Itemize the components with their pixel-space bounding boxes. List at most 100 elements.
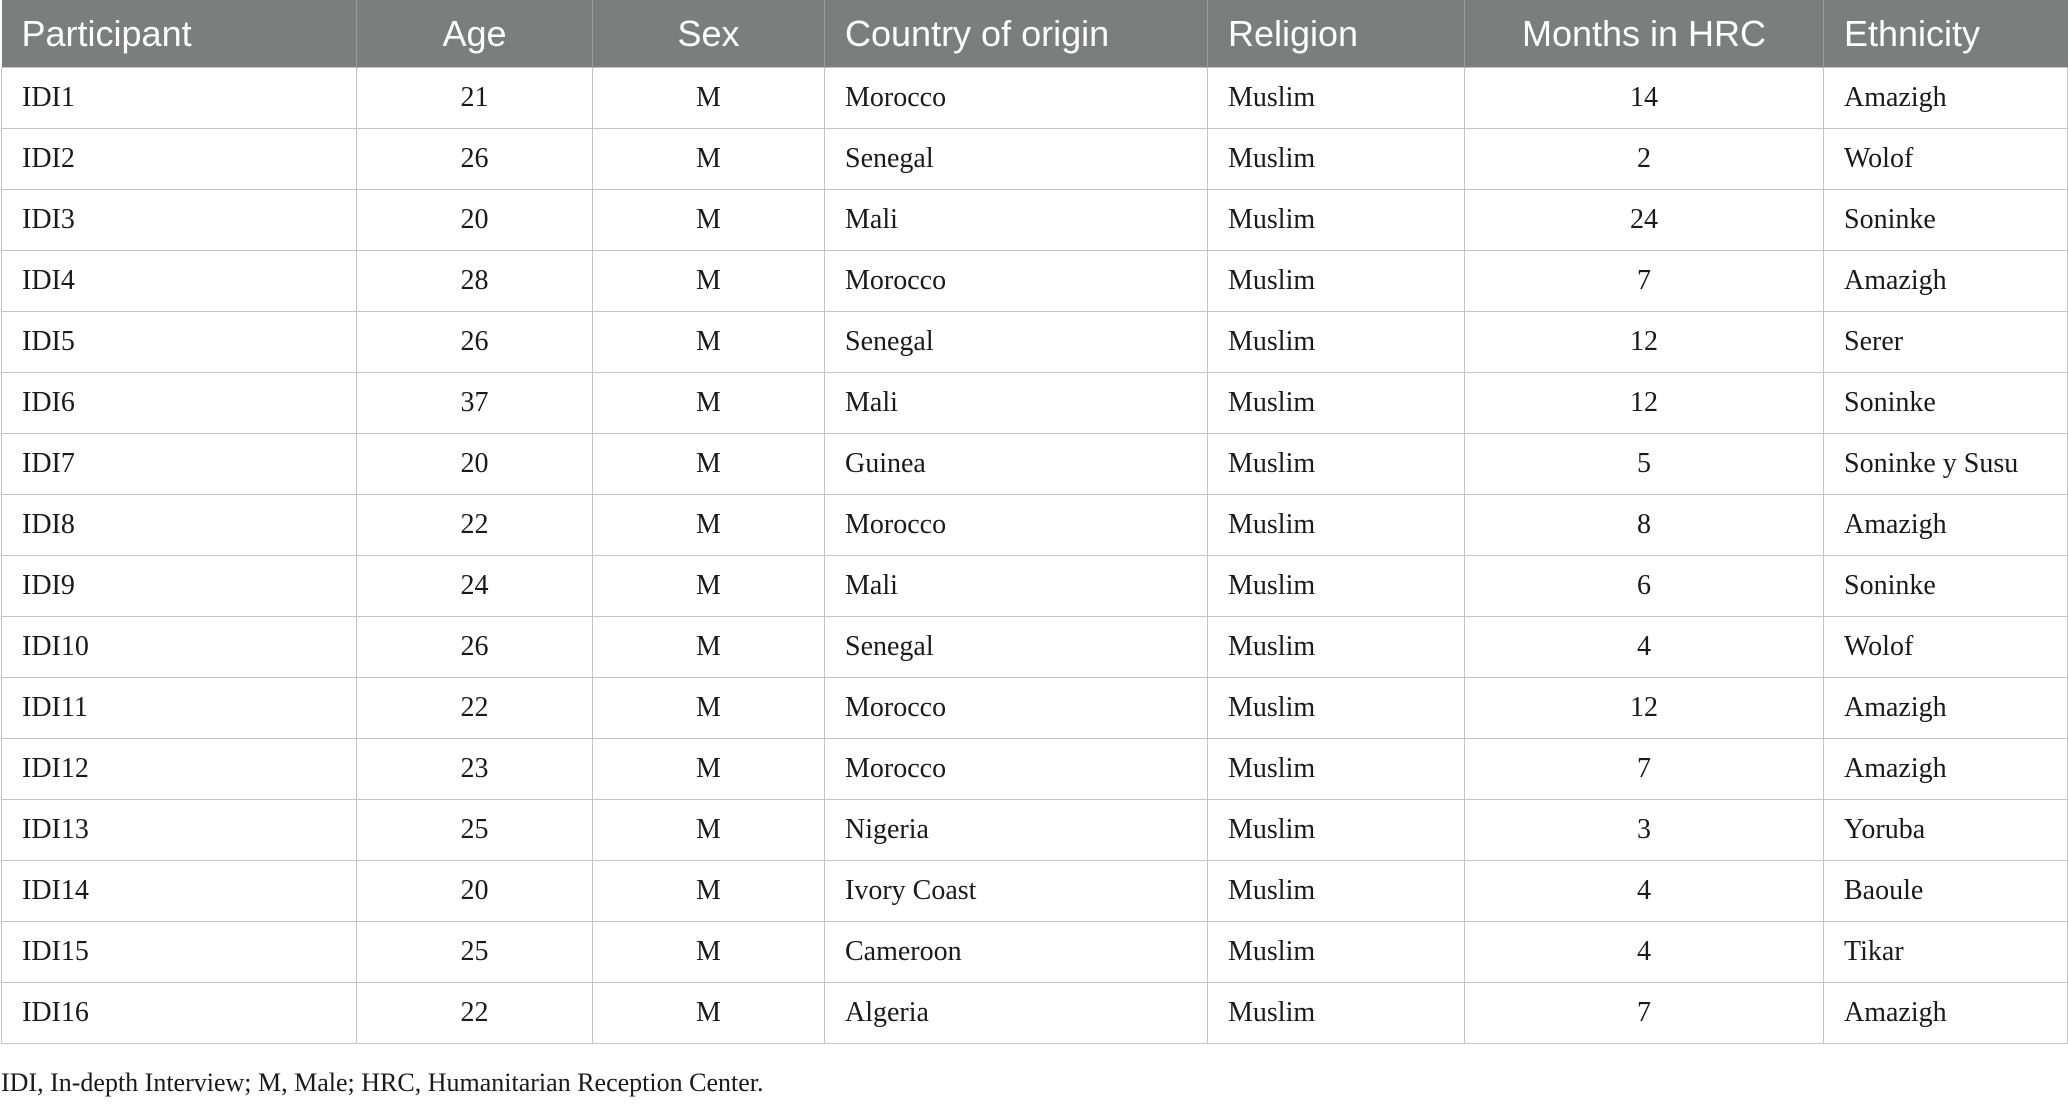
cell-ethnicity: Baoule <box>1823 860 2068 922</box>
cell-ethnicity: Wolof <box>1823 128 2068 190</box>
header-months-in-hrc: Months in HRC <box>1464 0 1824 68</box>
cell-ethnicity: Serer <box>1823 311 2068 373</box>
cell-months-in-hrc: 24 <box>1464 189 1824 251</box>
header-row: Participant Age Sex Country of origin Re… <box>1 0 2068 68</box>
cell-country: Mali <box>824 189 1208 251</box>
cell-sex: M <box>592 677 825 739</box>
header-sex: Sex <box>592 0 825 68</box>
cell-months-in-hrc: 7 <box>1464 982 1824 1044</box>
cell-country: Morocco <box>824 677 1208 739</box>
participants-table: Participant Age Sex Country of origin Re… <box>1 0 2068 1044</box>
cell-age: 20 <box>356 189 593 251</box>
cell-participant: IDI7 <box>1 433 357 495</box>
cell-sex: M <box>592 555 825 617</box>
table-row: IDI12 23 M Morocco Muslim 7 Amazigh <box>1 738 2068 800</box>
cell-country: Senegal <box>824 311 1208 373</box>
cell-religion: Muslim <box>1207 555 1465 617</box>
cell-participant: IDI3 <box>1 189 357 251</box>
header-age: Age <box>356 0 593 68</box>
cell-age: 24 <box>356 555 593 617</box>
cell-ethnicity: Amazigh <box>1823 250 2068 312</box>
cell-participant: IDI12 <box>1 738 357 800</box>
header-country-of-origin: Country of origin <box>824 0 1208 68</box>
cell-religion: Muslim <box>1207 677 1465 739</box>
cell-age: 37 <box>356 372 593 434</box>
table-row: IDI7 20 M Guinea Muslim 5 Soninke y Susu <box>1 433 2068 495</box>
table-row: IDI11 22 M Morocco Muslim 12 Amazigh <box>1 677 2068 739</box>
cell-country: Morocco <box>824 738 1208 800</box>
cell-participant: IDI13 <box>1 799 357 861</box>
cell-age: 20 <box>356 433 593 495</box>
cell-country: Ivory Coast <box>824 860 1208 922</box>
cell-religion: Muslim <box>1207 372 1465 434</box>
cell-ethnicity: Soninke <box>1823 372 2068 434</box>
cell-religion: Muslim <box>1207 250 1465 312</box>
cell-participant: IDI10 <box>1 616 357 678</box>
cell-months-in-hrc: 2 <box>1464 128 1824 190</box>
cell-months-in-hrc: 4 <box>1464 921 1824 983</box>
cell-age: 26 <box>356 311 593 373</box>
cell-months-in-hrc: 12 <box>1464 677 1824 739</box>
cell-age: 20 <box>356 860 593 922</box>
cell-months-in-hrc: 4 <box>1464 616 1824 678</box>
cell-sex: M <box>592 128 825 190</box>
cell-months-in-hrc: 3 <box>1464 799 1824 861</box>
cell-religion: Muslim <box>1207 311 1465 373</box>
cell-country: Cameroon <box>824 921 1208 983</box>
cell-religion: Muslim <box>1207 189 1465 251</box>
cell-age: 22 <box>356 677 593 739</box>
cell-country: Mali <box>824 372 1208 434</box>
cell-participant: IDI8 <box>1 494 357 556</box>
cell-sex: M <box>592 189 825 251</box>
cell-ethnicity: Yoruba <box>1823 799 2068 861</box>
cell-ethnicity: Soninke y Susu <box>1823 433 2068 495</box>
cell-religion: Muslim <box>1207 860 1465 922</box>
table-row: IDI14 20 M Ivory Coast Muslim 4 Baoule <box>1 860 2068 922</box>
table-row: IDI9 24 M Mali Muslim 6 Soninke <box>1 555 2068 617</box>
cell-months-in-hrc: 7 <box>1464 738 1824 800</box>
cell-religion: Muslim <box>1207 67 1465 129</box>
cell-months-in-hrc: 7 <box>1464 250 1824 312</box>
cell-participant: IDI5 <box>1 311 357 373</box>
cell-ethnicity: Amazigh <box>1823 982 2068 1044</box>
cell-months-in-hrc: 4 <box>1464 860 1824 922</box>
cell-sex: M <box>592 494 825 556</box>
cell-months-in-hrc: 14 <box>1464 67 1824 129</box>
cell-religion: Muslim <box>1207 738 1465 800</box>
cell-ethnicity: Tikar <box>1823 921 2068 983</box>
cell-months-in-hrc: 12 <box>1464 372 1824 434</box>
cell-ethnicity: Amazigh <box>1823 494 2068 556</box>
header-ethnicity: Ethnicity <box>1823 0 2068 68</box>
header-participant: Participant <box>1 0 357 68</box>
cell-country: Morocco <box>824 494 1208 556</box>
cell-sex: M <box>592 738 825 800</box>
cell-ethnicity: Soninke <box>1823 189 2068 251</box>
cell-participant: IDI9 <box>1 555 357 617</box>
cell-participant: IDI6 <box>1 372 357 434</box>
cell-country: Nigeria <box>824 799 1208 861</box>
cell-sex: M <box>592 433 825 495</box>
participants-table-container: Participant Age Sex Country of origin Re… <box>1 0 2068 1044</box>
table-row: IDI15 25 M Cameroon Muslim 4 Tikar <box>1 921 2068 983</box>
cell-ethnicity: Amazigh <box>1823 67 2068 129</box>
cell-sex: M <box>592 311 825 373</box>
cell-participant: IDI2 <box>1 128 357 190</box>
cell-ethnicity: Soninke <box>1823 555 2068 617</box>
cell-country: Senegal <box>824 128 1208 190</box>
cell-months-in-hrc: 12 <box>1464 311 1824 373</box>
cell-sex: M <box>592 860 825 922</box>
cell-participant: IDI14 <box>1 860 357 922</box>
table-row: IDI8 22 M Morocco Muslim 8 Amazigh <box>1 494 2068 556</box>
cell-months-in-hrc: 8 <box>1464 494 1824 556</box>
cell-country: Mali <box>824 555 1208 617</box>
cell-country: Guinea <box>824 433 1208 495</box>
table-row: IDI4 28 M Morocco Muslim 7 Amazigh <box>1 250 2068 312</box>
cell-months-in-hrc: 6 <box>1464 555 1824 617</box>
cell-sex: M <box>592 67 825 129</box>
cell-country: Morocco <box>824 250 1208 312</box>
cell-age: 22 <box>356 494 593 556</box>
table-header: Participant Age Sex Country of origin Re… <box>1 0 2068 68</box>
cell-country: Morocco <box>824 67 1208 129</box>
cell-participant: IDI4 <box>1 250 357 312</box>
cell-participant: IDI1 <box>1 67 357 129</box>
